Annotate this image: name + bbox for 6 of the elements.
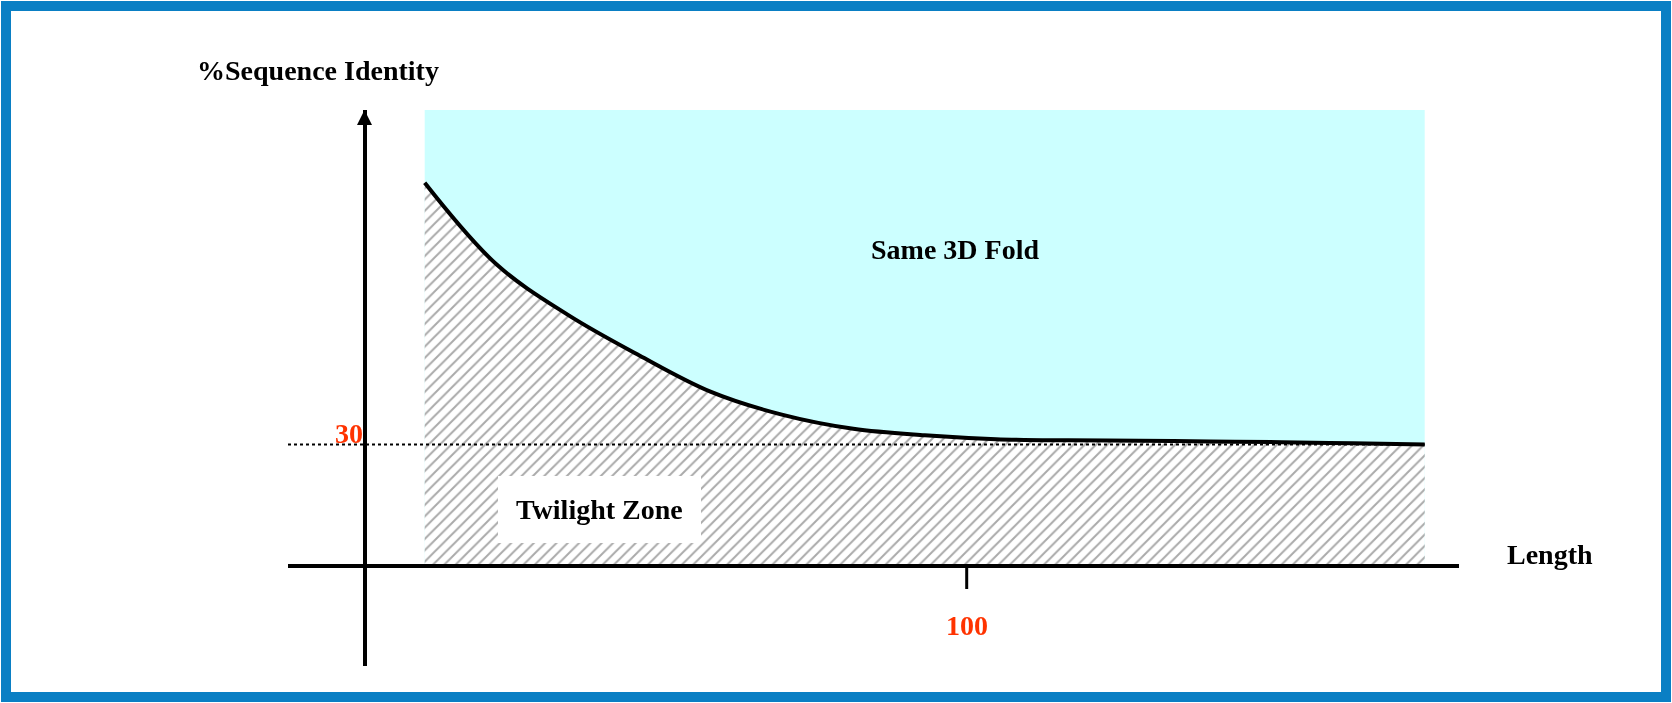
text: 100 <box>946 610 988 641</box>
annotation: Twilight Zone <box>516 494 683 525</box>
y-axis-title: %Sequence Identity <box>197 55 439 86</box>
annotation: Same 3D Fold <box>871 234 1040 265</box>
text: 30 <box>335 418 363 449</box>
x-axis-title: Length <box>1507 539 1593 570</box>
